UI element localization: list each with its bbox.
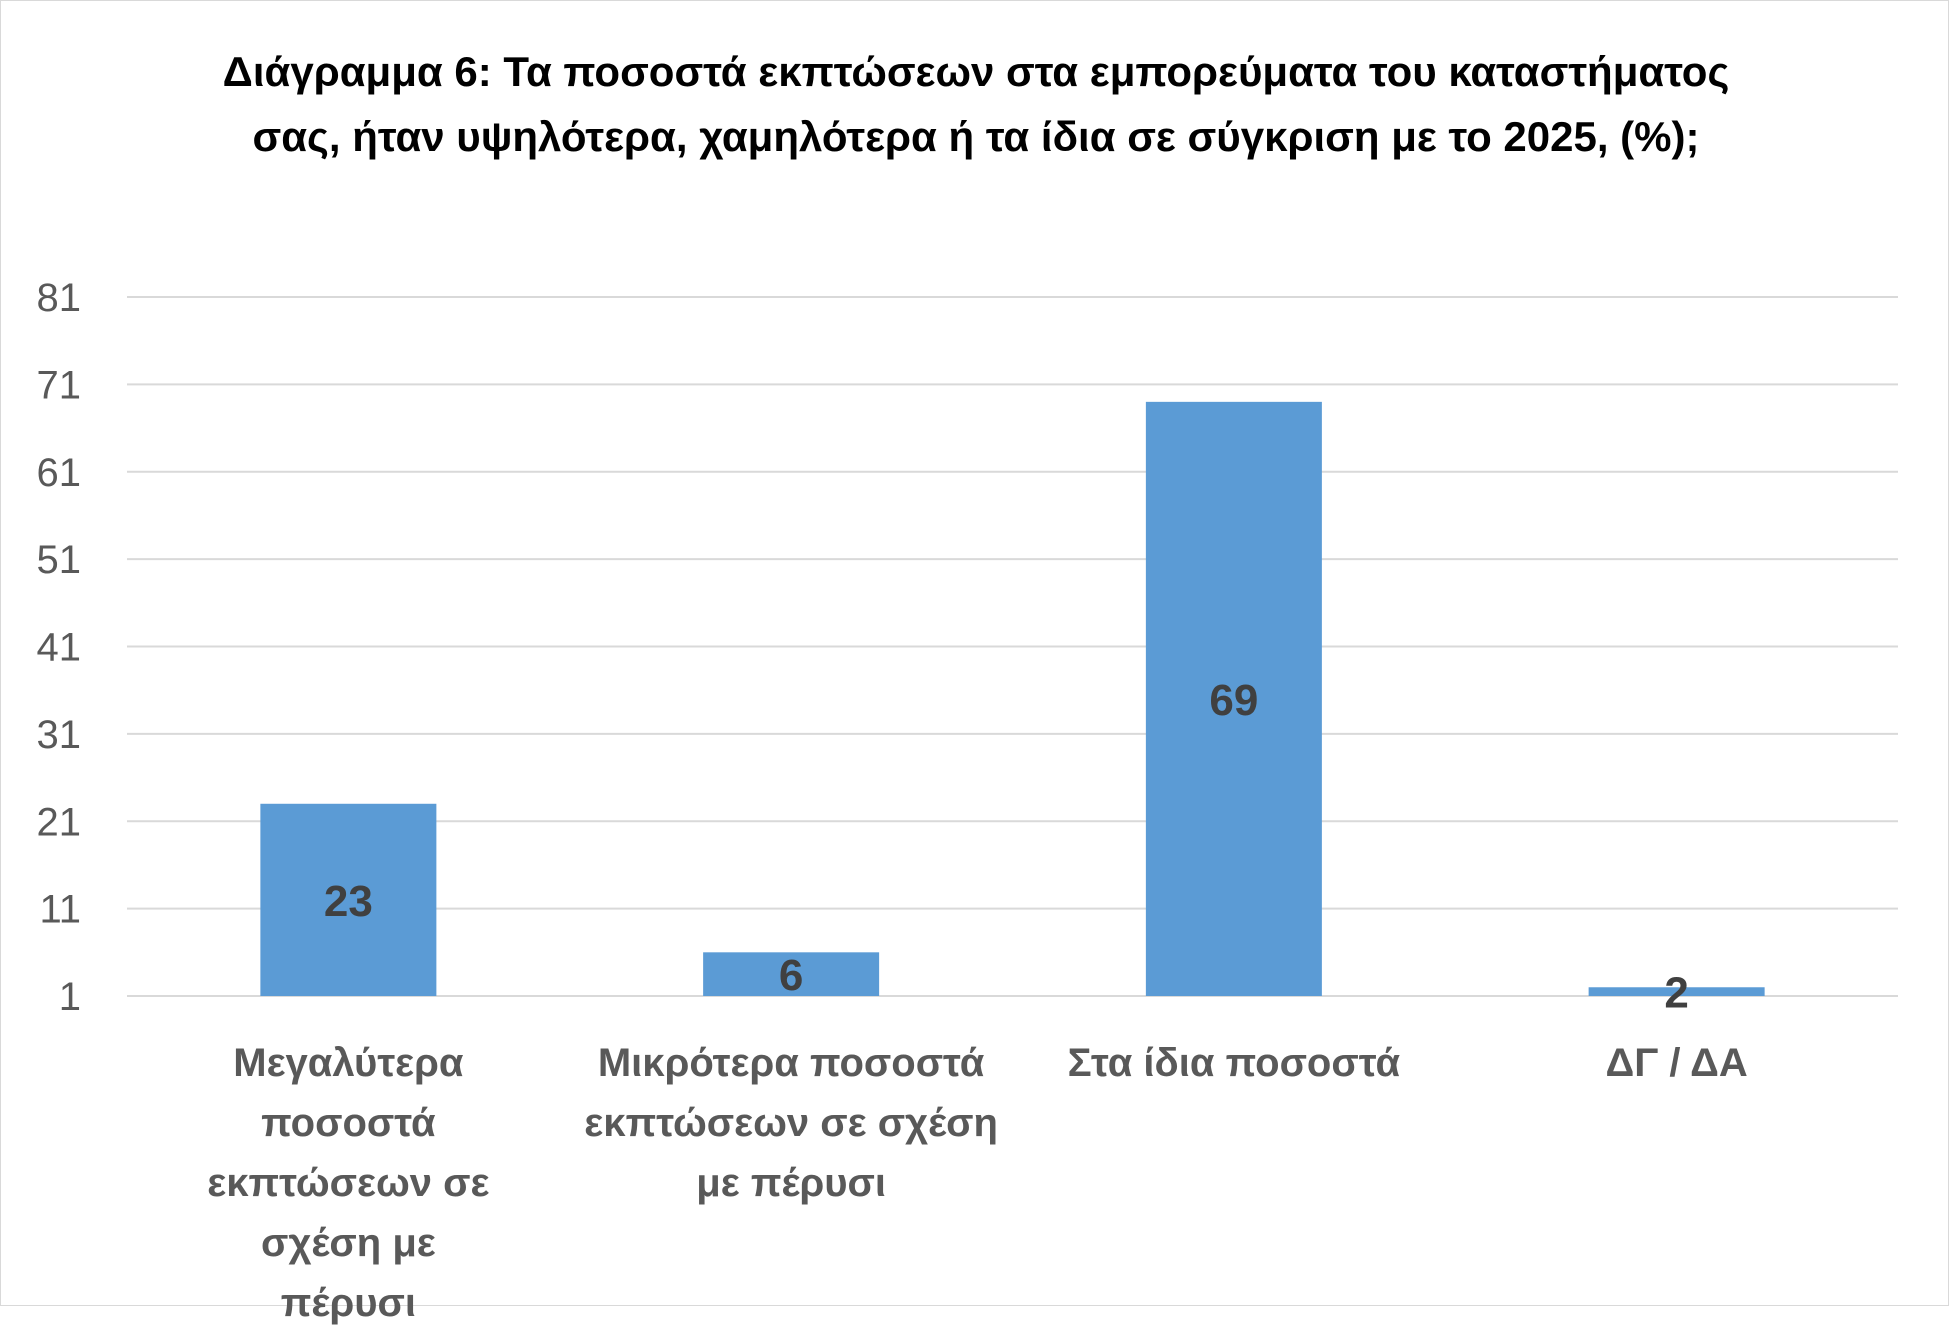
x-tick-label: Μεγαλύτερα ποσοστά εκπτώσεων σε σχέση με… <box>207 1041 490 1325</box>
y-tick-label: 31 <box>37 713 82 757</box>
data-label: 2 <box>1664 969 1688 1018</box>
bars <box>260 401 1765 997</box>
y-tick-label: 81 <box>37 276 82 320</box>
y-tick-label: 41 <box>37 626 82 670</box>
bar <box>1588 987 1765 996</box>
x-tick-label: ΔΓ / ΔΑ <box>1605 1041 1748 1085</box>
y-tick-label: 51 <box>37 538 82 582</box>
y-tick-label: 71 <box>37 363 82 407</box>
data-label: 69 <box>1209 676 1258 725</box>
y-tick-label: 11 <box>39 888 81 932</box>
data-label: 23 <box>324 877 373 926</box>
y-tick-label: 21 <box>37 800 82 844</box>
bar <box>260 803 437 996</box>
chart-title: Διάγραμμα 6: Τα ποσοστά εκπτώσεων στα εμ… <box>222 48 1730 160</box>
data-label: 6 <box>779 951 803 1000</box>
data-labels: 23 6 69 2 <box>324 676 1689 1018</box>
bar <box>703 952 880 996</box>
y-tick-label: 1 <box>59 975 81 1019</box>
bar <box>1145 401 1322 997</box>
x-tick-label: Στα ίδια ποσοστά <box>1067 1041 1401 1085</box>
x-tick-label: Μικρότερα ποσοστά εκπτώσεων σε σχέση με … <box>584 1041 998 1205</box>
y-tick-label: 61 <box>37 451 82 495</box>
gridlines <box>127 296 1898 997</box>
